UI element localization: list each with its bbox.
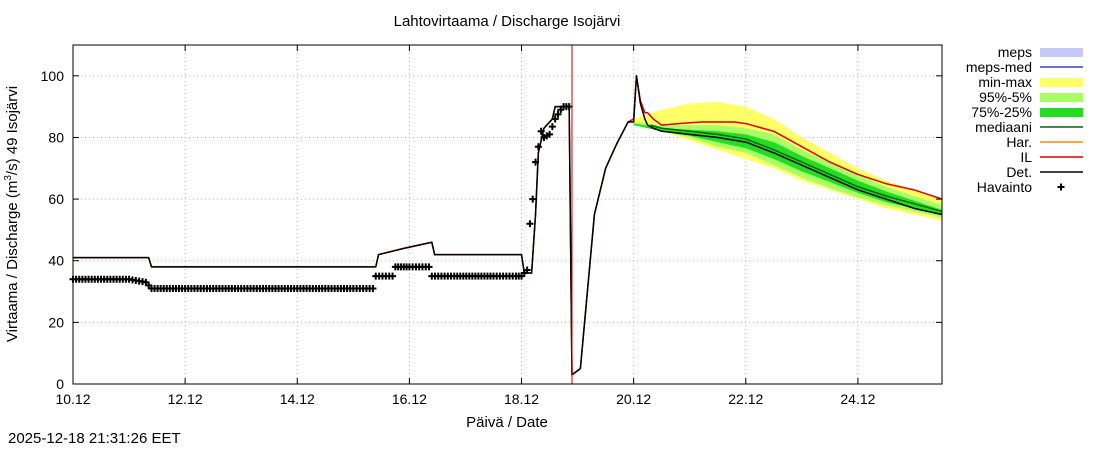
grid-layer <box>73 45 942 384</box>
observation-marker <box>548 123 556 131</box>
generated-timestamp: 2025-12-18 21:31:26 EET <box>8 430 181 447</box>
x-tick-label: 10.12 <box>55 391 90 407</box>
series-det- <box>73 75 943 376</box>
observation-marker <box>529 195 537 203</box>
x-tick-label: 18.12 <box>504 391 539 407</box>
y-tick-label: 0 <box>56 376 64 392</box>
legend-swatch-95-5 <box>1040 93 1083 102</box>
chart-title: Lahtovirtaama / Discharge Isojärvi <box>394 13 621 30</box>
observation-marker <box>389 272 397 280</box>
legend-swatch-havainto <box>1057 183 1065 191</box>
y-axis-title: Virtaama / Discharge (m3/s) 49 Isojärvi <box>3 86 21 342</box>
x-axis-title: Päivä / Date <box>466 414 548 431</box>
legend-swatch-min-max <box>1040 78 1083 87</box>
x-tick-label: 14.12 <box>280 391 315 407</box>
observation-marker <box>546 130 554 138</box>
legend-label: IL <box>1020 149 1032 165</box>
y-tick-label: 100 <box>41 68 65 84</box>
legend-label: Det. <box>1006 164 1032 180</box>
observation-marker <box>526 220 534 228</box>
y-tick-label: 60 <box>48 191 64 207</box>
legend-label: 95%-5% <box>979 89 1032 105</box>
x-tick-label: 20.12 <box>616 391 651 407</box>
legend-swatch-75-25 <box>1040 108 1083 117</box>
legend: mepsmeps-medmin-max95%-5%75%-25%mediaani… <box>966 44 1083 195</box>
series-il <box>73 75 943 376</box>
obs-layer <box>69 103 573 292</box>
y-tick-label: 40 <box>48 253 64 269</box>
tick-layer: 10.12 12.12 14.12 16.12 18.12 20.12 22.12 24.12… <box>41 45 942 407</box>
observation-marker <box>369 284 377 292</box>
observation-marker <box>554 110 562 118</box>
y-tick-label: 20 <box>48 314 64 330</box>
legend-label: meps <box>998 44 1032 60</box>
legend-label: meps-med <box>966 59 1032 75</box>
legend-swatch-meps <box>1040 48 1083 57</box>
y-axis-title-tail: /s) 49 Isojärvi <box>4 86 21 175</box>
x-tick-label: 16.12 <box>392 391 427 407</box>
legend-label: 75%-25% <box>971 104 1032 120</box>
observation-marker <box>537 127 545 135</box>
observation-marker <box>551 115 559 123</box>
y-axis-title-main: Virtaama / Discharge (m <box>4 181 21 342</box>
plot-frame <box>72 44 943 385</box>
legend-label: mediaani <box>975 119 1032 135</box>
series-mediaani <box>650 124 943 213</box>
y-axis-title-superscript: 3 <box>3 175 14 181</box>
legend-label: min-max <box>978 74 1032 90</box>
line-layer <box>73 75 943 376</box>
observation-marker <box>425 263 433 271</box>
observation-marker <box>523 266 531 274</box>
y-tick-label: 80 <box>48 129 64 145</box>
observation-marker <box>534 143 542 151</box>
legend-label: Har. <box>1006 134 1032 150</box>
x-tick-label: 22.12 <box>728 391 763 407</box>
x-tick-label: 12.12 <box>168 391 203 407</box>
observation-marker <box>532 158 540 166</box>
x-tick-label: 24.12 <box>840 391 875 407</box>
legend-label: Havainto <box>977 179 1032 195</box>
